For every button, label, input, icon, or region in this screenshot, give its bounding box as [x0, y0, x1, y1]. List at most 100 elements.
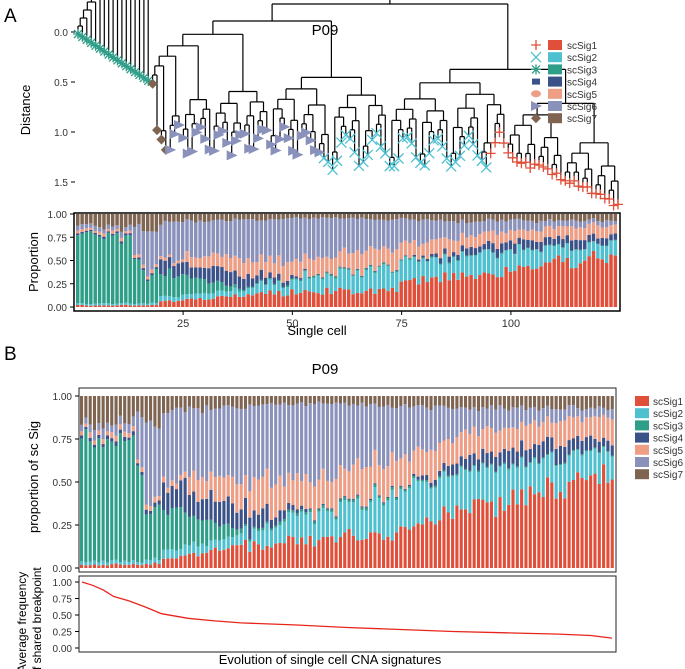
bar-segment-scSig1 — [110, 564, 114, 568]
bar-segment-scSig3 — [295, 513, 299, 516]
bar-segment-scSig1 — [290, 289, 294, 307]
bar-segment-scSig5 — [180, 259, 185, 263]
bar-segment-scSig6 — [377, 219, 382, 250]
bar-segment-scSig1 — [141, 305, 146, 307]
bar-segment-scSig1 — [561, 262, 565, 307]
leaf-marker-scSig7 — [152, 125, 163, 136]
bar-segment-scSig6 — [524, 410, 528, 426]
bar-stack — [481, 396, 485, 568]
bar-stack — [606, 396, 610, 568]
bar-segment-scSig7 — [434, 214, 438, 221]
bar-segment-scSig4 — [209, 489, 213, 520]
bar-segment-scSig7 — [511, 396, 515, 408]
leaf-marker-scSig6 — [173, 120, 185, 131]
proportion-bars-b — [80, 396, 614, 568]
bar-segment-scSig4 — [526, 239, 530, 248]
bar-segment-scSig3 — [386, 497, 390, 501]
bar-segment-scSig5 — [403, 454, 407, 489]
bar-stack — [172, 214, 176, 307]
bar-segment-scSig4 — [511, 447, 515, 464]
bar-stack — [591, 214, 596, 307]
bar-stack — [316, 214, 320, 307]
bar-segment-scSig4 — [481, 448, 485, 463]
bar-segment-scSig3 — [265, 521, 269, 524]
bar-segment-scSig7 — [563, 396, 567, 410]
bar-segment-scSig4 — [508, 240, 513, 250]
bar-segment-scSig4 — [106, 231, 111, 233]
bar-segment-scSig4 — [215, 266, 220, 281]
bar-stack — [88, 396, 92, 568]
bar-segment-scSig4 — [563, 446, 567, 463]
bar-segment-scSig7 — [373, 214, 377, 220]
bar-segment-scSig2 — [443, 254, 447, 273]
bar-segment-scSig7 — [192, 396, 196, 409]
bar-segment-scSig4 — [312, 275, 316, 277]
bar-segment-scSig2 — [115, 303, 119, 306]
bar-segment-scSig5 — [194, 257, 198, 268]
bar-segment-scSig5 — [421, 243, 425, 256]
bar-segment-scSig3 — [102, 238, 106, 304]
bar-segment-scSig7 — [513, 214, 517, 220]
bar-segment-scSig3 — [373, 271, 377, 273]
bar-stack — [473, 214, 478, 307]
bar-segment-scSig2 — [521, 250, 526, 267]
bar-segment-scSig6 — [446, 407, 450, 440]
bar-segment-scSig5 — [569, 226, 574, 241]
bar-segment-scSig4 — [180, 262, 185, 275]
frequency-tick-label: 0.00 — [53, 644, 73, 655]
bar-segment-scSig4 — [356, 494, 360, 496]
bar-segment-scSig5 — [287, 472, 291, 504]
leaf-marker-scSig1 — [490, 137, 501, 148]
bar-segment-scSig1 — [597, 483, 601, 568]
bar-segment-scSig5 — [261, 476, 265, 509]
bar-segment-scSig1 — [205, 552, 209, 568]
bar-stack — [563, 396, 567, 568]
bar-segment-scSig3 — [399, 486, 403, 489]
panel-b-title: P09 — [312, 361, 339, 378]
bar-segment-scSig4 — [307, 276, 312, 278]
bar-segment-scSig5 — [154, 264, 159, 268]
bar-segment-scSig5 — [118, 424, 122, 430]
bar-segment-scSig7 — [105, 396, 109, 423]
bar-segment-scSig6 — [373, 219, 377, 249]
bar-segment-scSig3 — [325, 272, 329, 274]
bar-stack — [235, 396, 239, 568]
bar-segment-scSig4 — [561, 239, 565, 248]
bar-segment-scSig2 — [246, 288, 250, 295]
bar-segment-scSig2 — [183, 544, 187, 556]
bar-stack — [451, 214, 456, 307]
bar-segment-scSig7 — [308, 396, 312, 404]
bar-segment-scSig3 — [272, 283, 277, 286]
bar-segment-scSig2 — [256, 531, 261, 545]
bar-segment-scSig6 — [174, 407, 179, 484]
bar-segment-scSig7 — [498, 396, 502, 406]
bar-segment-scSig6 — [593, 408, 597, 417]
bar-segment-scSig3 — [576, 448, 580, 450]
bar-segment-scSig5 — [498, 430, 502, 453]
bar-segment-scSig3 — [508, 249, 513, 250]
leaf-marker-scSig6 — [301, 127, 313, 138]
bar-segment-scSig6 — [460, 219, 465, 233]
bar-segment-scSig3 — [183, 512, 187, 545]
legend-swatch-scSig1 — [548, 40, 562, 50]
leaf-marker-scSig1 — [529, 159, 540, 170]
bar-segment-scSig4 — [330, 508, 334, 510]
bar-segment-scSig2 — [93, 303, 97, 306]
bar-stack — [587, 214, 591, 307]
bar-segment-scSig5 — [205, 481, 209, 499]
bar-segment-scSig7 — [205, 396, 209, 406]
legend-label-scSig4: scSig4 — [567, 78, 597, 89]
bar-segment-scSig2 — [394, 500, 399, 533]
distance-axis: 0.00.51.01.5 — [54, 28, 75, 189]
bar-segment-scSig6 — [416, 221, 421, 247]
bar-segment-scSig5 — [92, 440, 97, 445]
bar-segment-scSig3 — [278, 521, 282, 526]
bar-segment-scSig2 — [537, 464, 541, 493]
bar-segment-scSig3 — [213, 522, 217, 540]
bar-segment-scSig4 — [395, 270, 399, 271]
bar-segment-scSig3 — [127, 439, 131, 562]
bar-segment-scSig4 — [382, 502, 386, 504]
bar-segment-scSig7 — [561, 214, 565, 221]
bar-segment-scSig6 — [137, 223, 141, 255]
bar-segment-scSig2 — [433, 487, 437, 525]
